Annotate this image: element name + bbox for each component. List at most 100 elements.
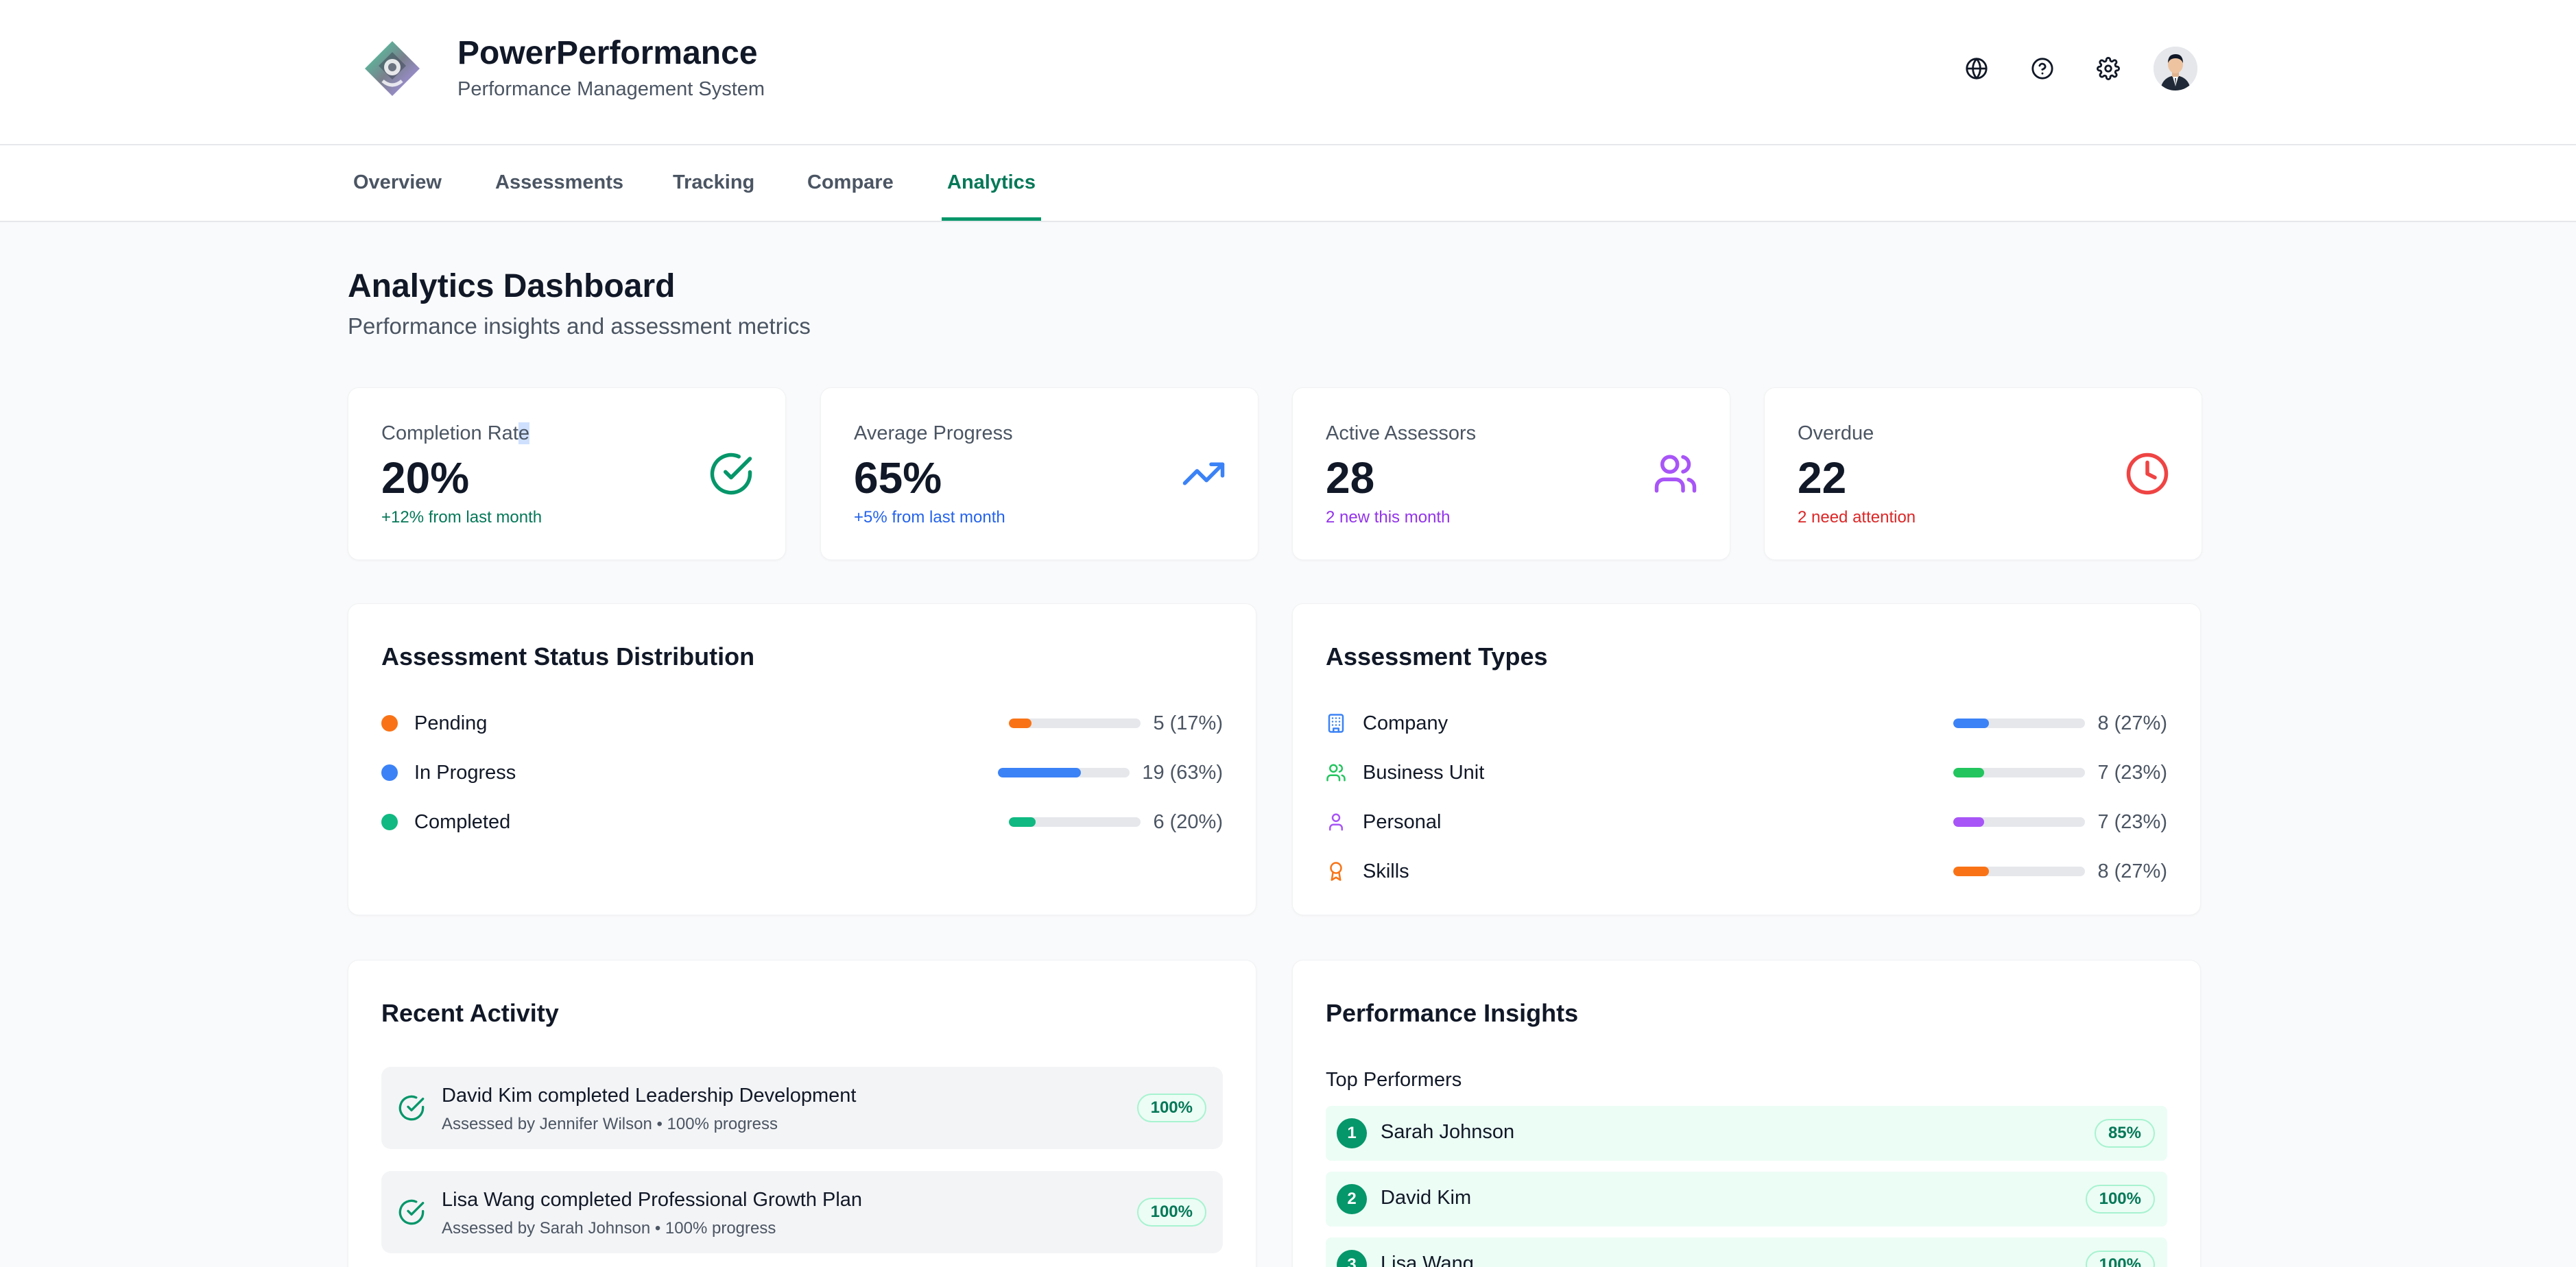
stat-label: Active Assessors	[1326, 422, 1477, 444]
stat-card-active-assessors: Active Assessors 28 2 new this month	[1292, 387, 1730, 560]
progress-badge: 100%	[1136, 1094, 1206, 1122]
top-performers-heading: Top Performers	[1326, 1069, 1462, 1091]
section-title: Assessment Status Distribution	[381, 642, 755, 671]
section-title: Performance Insights	[1326, 999, 1579, 1027]
help-icon[interactable]	[2025, 51, 2060, 86]
type-value: 7 (23%)	[2097, 810, 2167, 833]
progress-bar	[1009, 817, 1141, 827]
progress-bar	[1953, 719, 2086, 728]
stat-value: 65%	[854, 453, 942, 503]
stat-trend: +5% from last month	[854, 508, 1005, 527]
activity-subtitle: Assessed by Jennifer Wilson • 100% progr…	[442, 1115, 778, 1133]
type-label: Personal	[1363, 810, 1442, 833]
stat-card-completion-rate: Completion Rate 20% +12% from last month	[348, 387, 786, 560]
user-icon	[1326, 812, 1346, 832]
stat-card-average-progress: Average Progress 65% +5% from last month	[820, 387, 1259, 560]
award-icon	[1326, 861, 1346, 882]
performance-insights-card: Performance Insights Top Performers 1 Sa…	[1292, 960, 2201, 1267]
bar-fill	[1953, 867, 1990, 876]
clock-icon	[2125, 451, 2170, 496]
progress-bar	[1953, 768, 2086, 777]
type-label: Company	[1363, 712, 1448, 734]
app-subtitle: Performance Management System	[457, 78, 765, 100]
status-value: 6 (20%)	[1153, 810, 1223, 833]
score-badge: 85%	[2094, 1119, 2155, 1148]
stat-trend: 2 new this month	[1326, 508, 1451, 527]
stat-trend: +12% from last month	[381, 508, 542, 527]
stat-trend: 2 need attention	[1798, 508, 1916, 527]
rank-badge: 2	[1337, 1184, 1367, 1214]
score-badge: 100%	[2085, 1251, 2155, 1267]
status-row-in-progress: In Progress 19 (63%)	[381, 759, 1223, 786]
status-value: 5 (17%)	[1153, 712, 1223, 734]
type-value: 7 (23%)	[2097, 761, 2167, 784]
trending-up-icon	[1181, 451, 1226, 496]
performer-name: Lisa Wang	[1381, 1253, 1474, 1267]
status-dot	[381, 715, 398, 732]
top-performer-row[interactable]: 2 David Kim 100%	[1326, 1172, 2167, 1227]
score-badge: 100%	[2085, 1185, 2155, 1214]
status-row-pending: Pending 5 (17%)	[381, 710, 1223, 737]
user-avatar[interactable]	[2154, 47, 2197, 90]
settings-icon[interactable]	[2091, 51, 2125, 86]
building-icon	[1326, 713, 1346, 734]
status-distribution-card: Assessment Status Distribution Pending 5…	[348, 603, 1256, 915]
top-performer-row[interactable]: 3 Lisa Wang 100%	[1326, 1238, 2167, 1267]
type-value: 8 (27%)	[2097, 860, 2167, 882]
bar-fill	[1009, 817, 1036, 827]
bar-fill	[998, 768, 1082, 777]
tab-assessments[interactable]: Assessments	[495, 171, 623, 193]
top-performer-row[interactable]: 1 Sarah Johnson 85%	[1326, 1106, 2167, 1161]
status-value: 19 (63%)	[1142, 761, 1223, 784]
type-row-company: Company 8 (27%)	[1326, 710, 2167, 737]
page-title: Analytics Dashboard	[348, 268, 676, 304]
progress-bar	[998, 768, 1130, 777]
tab-tracking[interactable]: Tracking	[673, 171, 755, 193]
tab-overview[interactable]: Overview	[353, 171, 442, 193]
activity-title: David Kim completed Leadership Developme…	[442, 1085, 857, 1107]
stat-label: Average Progress	[854, 422, 1013, 444]
main-tabs: Overview Assessments Tracking Compare An…	[0, 145, 2576, 222]
stat-label: Completion Rate	[381, 422, 530, 444]
activity-item[interactable]: David Kim completed Leadership Developme…	[381, 1067, 1223, 1149]
type-row-skills: Skills 8 (27%)	[1326, 858, 2167, 885]
check-circle-icon	[398, 1198, 425, 1226]
status-dot	[381, 764, 398, 781]
section-title: Assessment Types	[1326, 642, 1548, 671]
activity-title: Lisa Wang completed Professional Growth …	[442, 1189, 863, 1211]
activity-item[interactable]: Lisa Wang completed Professional Growth …	[381, 1171, 1223, 1253]
status-dot	[381, 814, 398, 830]
progress-bar	[1009, 719, 1141, 728]
type-value: 8 (27%)	[2097, 712, 2167, 734]
check-circle-icon	[708, 451, 754, 496]
rank-badge: 3	[1337, 1250, 1367, 1267]
app-title: PowerPerformance	[457, 35, 758, 71]
bar-fill	[1953, 768, 1984, 777]
users-icon	[1653, 451, 1698, 496]
bar-fill	[1953, 817, 1984, 827]
stat-value: 28	[1326, 453, 1375, 503]
type-row-business-unit: Business Unit 7 (23%)	[1326, 759, 2167, 786]
app-logo-icon[interactable]	[362, 38, 422, 99]
activity-subtitle: Assessed by Sarah Johnson • 100% progres…	[442, 1219, 776, 1238]
stat-value: 22	[1798, 453, 1847, 503]
app-header: PowerPerformance Performance Management …	[0, 0, 2576, 145]
performer-name: David Kim	[1381, 1187, 1472, 1209]
status-label: In Progress	[414, 761, 516, 784]
performer-name: Sarah Johnson	[1381, 1121, 1515, 1143]
stat-card-overdue: Overdue 22 2 need attention	[1764, 387, 2202, 560]
bar-fill	[1953, 719, 1990, 728]
page-subtitle: Performance insights and assessment metr…	[348, 313, 811, 339]
bar-fill	[1009, 719, 1032, 728]
progress-badge: 100%	[1136, 1198, 1206, 1227]
rank-badge: 1	[1337, 1118, 1367, 1148]
type-row-personal: Personal 7 (23%)	[1326, 808, 2167, 836]
recent-activity-card: Recent Activity David Kim completed Lead…	[348, 960, 1256, 1267]
tab-compare[interactable]: Compare	[807, 171, 894, 193]
globe-icon[interactable]	[1959, 51, 1994, 86]
users-icon	[1326, 762, 1346, 783]
type-label: Business Unit	[1363, 761, 1485, 784]
assessment-types-card: Assessment Types Company 8 (27%) Busines…	[1292, 603, 2201, 915]
tab-analytics[interactable]: Analytics	[942, 145, 1041, 221]
stat-value: 20%	[381, 453, 470, 503]
